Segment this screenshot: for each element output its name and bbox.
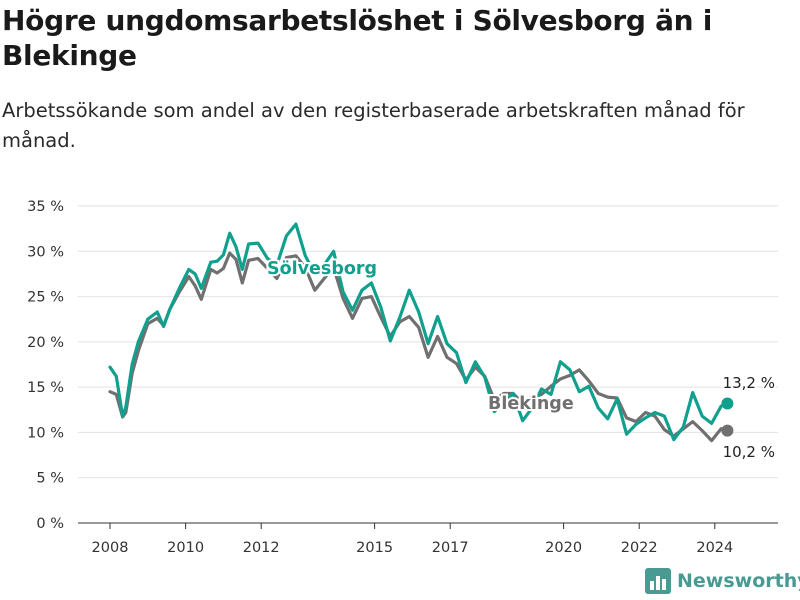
series-label-blekinge: Blekinge (488, 394, 574, 414)
bar-chart-logo-icon (645, 568, 671, 594)
y-tick-label: 35 % (27, 199, 64, 215)
x-tick-label: 2012 (243, 540, 280, 556)
chart-subtitle: Arbetssökande som andel av den registerb… (2, 99, 745, 152)
x-tick-label: 2010 (167, 540, 204, 556)
x-axis: 2008 2010 2012 2015 2017 2020 2022 2024 (78, 522, 778, 556)
chart-title: Högre ungdomsarbetslöshet i Sölvesborg ä… (2, 4, 713, 72)
y-tick-label: 30 % (27, 244, 64, 260)
x-tick-label: 2015 (356, 540, 393, 556)
end-value-label: 13,2 % (723, 374, 775, 392)
y-tick-label: 10 % (27, 425, 64, 441)
newsworthy-logo: Newsworthy (645, 568, 800, 594)
brand-name: Newsworthy (677, 570, 800, 592)
end-point-marker (721, 424, 734, 437)
y-tick-label: 0 % (36, 516, 64, 532)
x-tick-label: 2022 (621, 540, 658, 556)
x-tick-label: 2020 (545, 540, 582, 556)
y-tick-label: 5 % (36, 471, 64, 487)
x-tick-label: 2024 (696, 540, 733, 556)
series-line-slvesborg (108, 222, 729, 442)
series-lines (108, 222, 734, 443)
series-labels: Sölvesborg Blekinge 13,2 % 10,2 % (265, 257, 777, 463)
x-tick-label: 2008 (92, 540, 129, 556)
series-label-solvesborg: Sölvesborg (267, 259, 377, 279)
end-value-label: 10,2 % (723, 443, 775, 461)
gridlines (78, 205, 778, 524)
y-axis-tick-labels: 0 % 5 % 10 % 15 % 20 % 25 % 30 % 35 % (27, 199, 64, 532)
end-point-marker (721, 397, 734, 410)
x-tick-label: 2017 (432, 540, 469, 556)
y-tick-label: 15 % (27, 380, 64, 396)
y-tick-label: 20 % (27, 335, 64, 351)
y-tick-label: 25 % (27, 290, 64, 306)
